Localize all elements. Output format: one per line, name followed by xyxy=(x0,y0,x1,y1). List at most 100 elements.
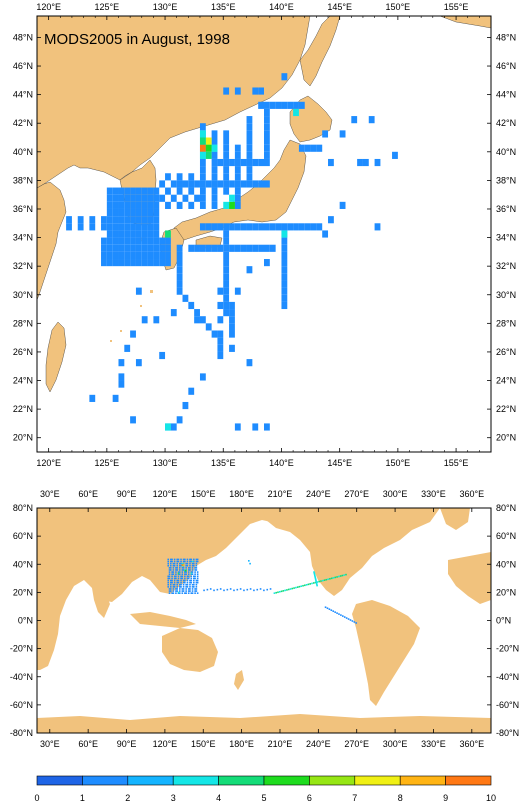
reg-ylabel-left: 48°N xyxy=(13,32,33,42)
colorbar-swatch xyxy=(36,775,83,786)
glob-obs-cell xyxy=(176,562,178,565)
glob-obs-cell xyxy=(282,590,285,592)
obs-cell xyxy=(264,423,270,431)
obs-cell xyxy=(229,194,235,202)
obs-cell xyxy=(112,187,119,195)
glob-obs-cell xyxy=(194,567,196,569)
obs-cell xyxy=(165,423,171,431)
glob-obs-cell xyxy=(196,577,199,580)
glob-obs-cell xyxy=(176,569,178,571)
glob-obs-cell xyxy=(171,573,173,575)
obs-cell xyxy=(170,180,177,188)
reg-ylabel-left: 34°N xyxy=(13,233,33,243)
reg-xlabel-bottom: 125°E xyxy=(95,458,120,468)
obs-cell xyxy=(264,244,270,252)
obs-cell xyxy=(147,187,154,195)
obs-cell xyxy=(101,223,107,231)
obs-cell xyxy=(130,251,136,260)
obs-cell xyxy=(141,187,148,195)
obs-cell xyxy=(269,101,276,109)
glob-obs-cell xyxy=(256,588,259,591)
glob-obs-cell xyxy=(173,558,176,561)
glob-obs-cell xyxy=(184,575,186,578)
obs-cell xyxy=(234,180,241,188)
obs-cell xyxy=(275,223,282,231)
glob-obs-cell xyxy=(343,574,346,576)
glob-obs-cell xyxy=(195,562,198,565)
glob-obs-cell xyxy=(329,577,331,580)
obs-cell xyxy=(89,394,96,402)
obs-cell xyxy=(135,187,142,195)
obs-cell xyxy=(118,187,125,195)
glob-obs-cell xyxy=(177,575,180,578)
obs-cell xyxy=(223,130,230,138)
glob-obs-cell xyxy=(176,567,178,569)
glob-obs-cell xyxy=(316,583,318,586)
obs-cell xyxy=(199,173,206,181)
obs-cell xyxy=(252,423,259,431)
glob-obs-cell xyxy=(316,584,318,587)
glob-obs-cell xyxy=(187,567,190,569)
glob-obs-cell xyxy=(315,581,318,584)
glob-obs-cell xyxy=(187,569,190,571)
obs-cell xyxy=(130,194,136,202)
glob-obs-cell xyxy=(223,589,225,592)
obs-cell xyxy=(229,158,235,167)
colorbar-label: 10 xyxy=(486,793,496,803)
obs-cell xyxy=(135,194,142,202)
obs-cell xyxy=(118,244,125,252)
glob-obs-cell xyxy=(187,575,190,578)
glob-obs-cell xyxy=(321,579,324,582)
glob-obs-cell xyxy=(209,588,212,590)
reg-xlabel-top: 140°E xyxy=(269,2,294,12)
obs-cell xyxy=(229,344,235,352)
glob-obs-cell xyxy=(167,581,170,584)
obs-cell xyxy=(281,259,288,267)
regional-land-sakhalin xyxy=(299,15,341,87)
glob-obs-cell xyxy=(191,569,194,571)
glob-ylabel-left: 20°N xyxy=(13,587,33,597)
obs-cell xyxy=(258,87,264,95)
obs-cell xyxy=(287,223,294,231)
glob-xlabel-bottom: 240°E xyxy=(306,739,331,749)
obs-cell xyxy=(159,351,166,360)
obs-cell xyxy=(217,351,224,360)
reg-ylabel-right: 36°N xyxy=(496,204,516,214)
obs-cell xyxy=(205,323,212,331)
glob-obs-cell xyxy=(178,592,181,594)
colorbar-swatch xyxy=(263,775,310,786)
obs-cell xyxy=(223,223,230,231)
obs-cell xyxy=(252,223,259,231)
obs-cell xyxy=(118,380,125,388)
obs-cell xyxy=(223,309,230,317)
glob-obs-cell xyxy=(266,588,269,591)
glob-obs-cell xyxy=(173,577,176,580)
glob-obs-cell xyxy=(172,583,175,586)
colorbar-label: 1 xyxy=(80,793,85,803)
reg-xlabel-bottom: 135°E xyxy=(211,458,236,468)
glob-obs-cell xyxy=(315,579,317,581)
obs-cell xyxy=(147,201,154,209)
obs-cell xyxy=(246,137,253,145)
reg-ylabel-right: 46°N xyxy=(496,61,516,71)
glob-obs-cell xyxy=(176,560,178,563)
obs-cell xyxy=(293,223,299,231)
obs-cell xyxy=(141,194,148,202)
obs-cell xyxy=(211,130,218,138)
glob-obs-cell xyxy=(189,569,191,571)
reg-xlabel-top: 135°E xyxy=(211,2,236,12)
obs-cell xyxy=(106,251,113,260)
glob-ylabel-left: -80°N xyxy=(10,728,33,738)
glob-obs-cell xyxy=(313,571,315,573)
glob-obs-cell xyxy=(176,588,178,590)
glob-obs-cell xyxy=(325,578,328,581)
obs-cell xyxy=(106,244,113,252)
glob-obs-cell xyxy=(338,613,340,615)
reg-xlabel-bottom: 155°E xyxy=(444,458,469,468)
obs-cell xyxy=(223,158,230,167)
global-land-africa-wrap xyxy=(448,552,491,604)
glob-obs-cell xyxy=(340,614,342,616)
glob-obs-cell xyxy=(186,562,189,565)
obs-cell xyxy=(130,230,136,238)
obs-cell xyxy=(135,223,142,231)
